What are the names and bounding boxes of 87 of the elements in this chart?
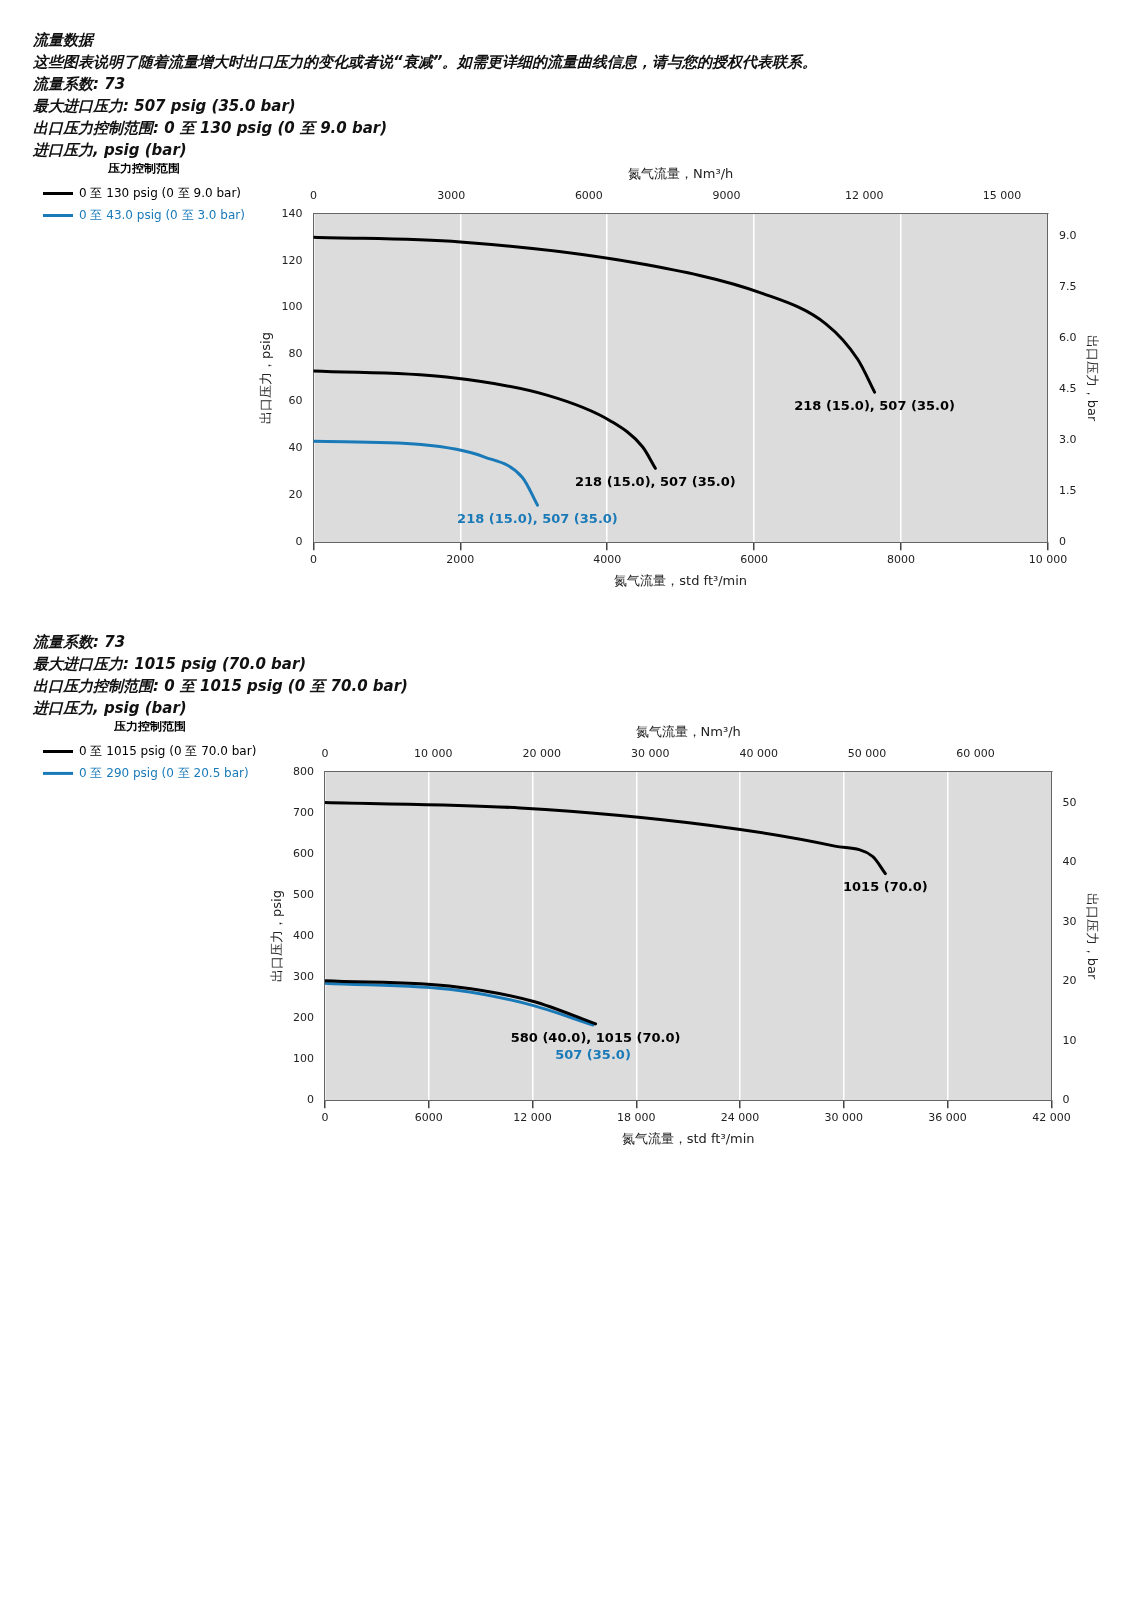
line-series — [313, 369, 657, 470]
legend-label: 0 至 1015 psig (0 至 70.0 bar) — [79, 743, 257, 758]
y2-tick-label: 3.0 — [1058, 433, 1077, 447]
y-tick-label: 100 — [292, 1052, 314, 1066]
x-tick-label: 6000 — [414, 1110, 443, 1124]
y-tick-label: 200 — [292, 1010, 314, 1024]
x2-tick-label: 20 000 — [522, 747, 562, 761]
x2-tick-label: 30 000 — [630, 747, 670, 761]
y-axis-title: 出口压力，psig — [269, 890, 285, 982]
annotation: 218 (15.0), 507 (35.0) — [574, 474, 736, 490]
text: 流量数据 — [33, 31, 96, 50]
annotation: 218 (15.0), 507 (35.0) — [794, 397, 955, 413]
x2-tick-label: 0 — [321, 747, 329, 761]
x-tick-label: 12 000 — [513, 1110, 552, 1124]
legend-label: 0 至 130 psig (0 至 9.0 bar) — [79, 185, 242, 200]
y-tick-label: 400 — [292, 928, 314, 942]
y-tick-label: 500 — [292, 887, 314, 901]
x-tick-label: 30 000 — [824, 1110, 864, 1124]
x-tick-label: 0 — [321, 1110, 329, 1124]
line-series — [313, 235, 877, 394]
y2-tick-label: 0 — [1058, 535, 1066, 549]
x-tick-label: 36 000 — [928, 1110, 967, 1124]
y2-tick-label: 9.0 — [1058, 229, 1077, 243]
x2-tick-label: 60 000 — [956, 747, 995, 761]
y-tick-label: 0 — [295, 535, 303, 549]
annotation: 580 (40.0), 1015 (70.0) — [510, 1029, 681, 1045]
y-tick-label: 140 — [281, 206, 303, 220]
y2-tick-label: 30 — [1062, 914, 1077, 928]
x-tick-label: 8000 — [887, 552, 916, 566]
legend-label: 0 至 43.0 psig (0 至 3.0 bar) — [79, 207, 245, 222]
x2-tick-label: 6000 — [574, 189, 603, 203]
x-tick-label: 18 000 — [617, 1110, 656, 1124]
y-tick-label: 600 — [292, 846, 314, 860]
line-series — [324, 801, 887, 876]
text: 进口压力, psig (bar) — [33, 141, 188, 160]
text: 流量系数: 73 — [33, 75, 127, 94]
x-axis-title: 氮气流量，std ft³/min — [614, 572, 748, 588]
x2-axis-title: 氮气流量，Nm³/h — [635, 724, 741, 740]
line-series — [313, 439, 539, 507]
y-tick-label: 100 — [281, 300, 303, 314]
y-tick-label: 300 — [292, 969, 314, 983]
annotation: 507 (35.0) — [555, 1046, 631, 1062]
y2-tick-label: 0 — [1062, 1093, 1070, 1107]
x-tick-label: 4000 — [593, 552, 622, 566]
x2-tick-label: 9000 — [712, 189, 741, 203]
legend-label: 0 至 290 psig (0 至 20.5 bar) — [79, 765, 249, 780]
x2-axis-title: 氮气流量，Nm³/h — [628, 166, 734, 182]
text: 出口压力控制范围: 0 至 1015 psig (0 至 70.0 bar) — [33, 677, 409, 696]
x-tick-label: 42 000 — [1032, 1110, 1071, 1124]
text: 这些图表说明了随着流量增大时出口压力的变化或者说“衰减”。如需更详细的流量曲线信息，请与您的授权代表联系。 — [33, 53, 819, 72]
y-tick-label: 0 — [306, 1093, 314, 1107]
y2-tick-label: 1.5 — [1058, 484, 1077, 498]
x-tick-label: 24 000 — [720, 1110, 760, 1124]
y-tick-label: 800 — [292, 764, 314, 778]
y2-tick-label: 6.0 — [1058, 331, 1077, 345]
y-tick-label: 20 — [288, 488, 303, 502]
annotation: 1015 (70.0) — [843, 879, 928, 895]
text: 出口压力控制范围: 0 至 130 psig (0 至 9.0 bar) — [33, 119, 389, 138]
y2-tick-label: 7.5 — [1058, 280, 1077, 294]
y2-tick-label: 50 — [1062, 795, 1077, 809]
y-tick-label: 80 — [288, 347, 303, 361]
text: 最大进口压力: 507 psig (35.0 bar) — [33, 97, 297, 116]
annotation: 218 (15.0), 507 (35.0) — [457, 511, 618, 527]
y2-tick-label: 40 — [1062, 855, 1077, 869]
x-tick-label: 6000 — [740, 552, 769, 566]
y-tick-label: 60 — [288, 394, 303, 408]
x2-tick-label: 15 000 — [982, 189, 1022, 203]
x-tick-label: 10 000 — [1028, 552, 1068, 566]
x-tick-label: 2000 — [446, 552, 475, 566]
y2-tick-label: 4.5 — [1058, 382, 1077, 396]
x2-tick-label: 3000 — [437, 189, 466, 203]
y2-axis-title: 出口压力，bar — [1084, 334, 1100, 422]
y2-axis-title: 出口压力，bar — [1084, 892, 1100, 980]
x2-tick-label: 12 000 — [845, 189, 884, 203]
y-tick-label: 120 — [281, 253, 303, 267]
x2-tick-label: 10 000 — [414, 747, 453, 761]
text: 流量系数: 73 — [33, 633, 127, 652]
x2-tick-label: 50 000 — [847, 747, 887, 761]
y-axis-title: 出口压力，psig — [258, 332, 274, 424]
y2-tick-label: 10 — [1062, 1033, 1077, 1047]
y-tick-label: 700 — [292, 805, 314, 819]
y2-tick-label: 20 — [1062, 974, 1077, 988]
x2-tick-label: 40 000 — [739, 747, 778, 761]
text: 最大进口压力: 1015 psig (70.0 bar) — [33, 655, 308, 674]
y-tick-label: 40 — [288, 441, 303, 455]
x-axis-title: 氮气流量，std ft³/min — [621, 1130, 755, 1146]
text: 进口压力, psig (bar) — [33, 699, 188, 718]
